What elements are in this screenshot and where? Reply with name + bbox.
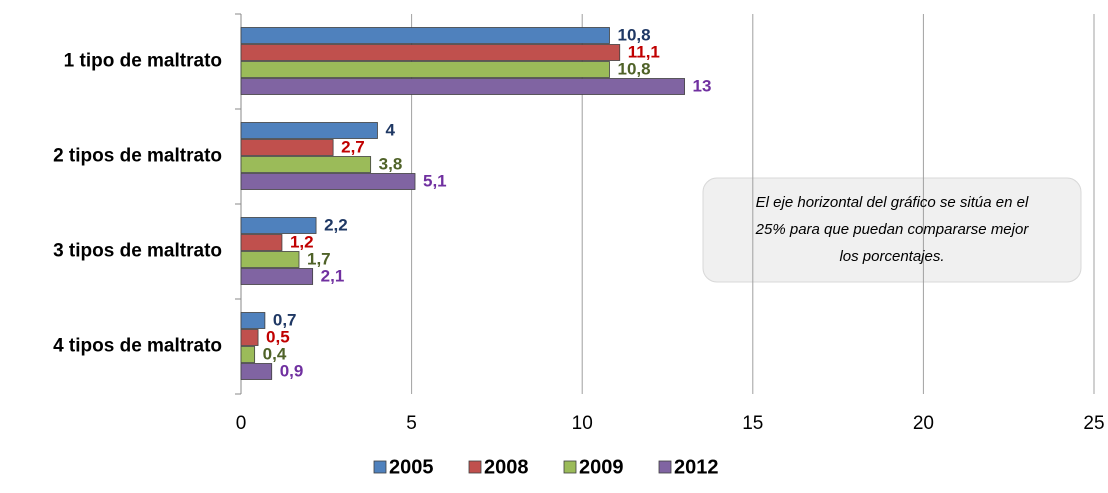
- x-tick-label: 25: [1083, 413, 1104, 434]
- bar: [240, 78, 685, 95]
- x-tick-label: 10: [572, 413, 593, 434]
- bar: [240, 44, 621, 61]
- y-tick-label: 1 tipo de maltrato: [64, 51, 222, 72]
- bar: [240, 234, 283, 251]
- annotation-text: 25% para que puedan compararse mejor: [755, 221, 1030, 238]
- data-label: 10,8: [617, 25, 650, 44]
- bar: [240, 156, 372, 173]
- data-label: 0,9: [280, 361, 304, 380]
- legend-label: 2012: [674, 456, 719, 478]
- data-label: 3,8: [379, 154, 403, 173]
- bar: [240, 27, 610, 44]
- data-label: 2,1: [321, 266, 345, 285]
- bar: [240, 312, 266, 329]
- data-label: 4: [385, 120, 395, 139]
- data-label: 10,8: [617, 59, 650, 78]
- x-tick-label: 0: [236, 413, 247, 434]
- data-label: 13: [693, 76, 712, 95]
- data-label: 2,7: [341, 137, 365, 156]
- legend-label: 2009: [579, 456, 624, 478]
- y-tick-label: 4 tipos de maltrato: [53, 336, 222, 357]
- bar: [240, 363, 273, 380]
- bar: [240, 61, 610, 78]
- annotation-box: [702, 177, 1082, 283]
- legend-label: 2008: [484, 456, 529, 478]
- bar: [240, 268, 314, 285]
- bar: [240, 173, 416, 190]
- bar: [240, 122, 378, 139]
- legend-swatch: [468, 460, 482, 474]
- y-tick-label: 3 tipos de maltrato: [53, 241, 222, 262]
- data-label: 1,2: [290, 232, 314, 251]
- bar: [240, 251, 300, 268]
- legend-swatch: [373, 460, 387, 474]
- data-label: 5,1: [423, 171, 447, 190]
- data-label: 0,7: [273, 310, 297, 329]
- bar: [240, 217, 317, 234]
- data-label: 2,2: [324, 215, 348, 234]
- bar: [240, 329, 259, 346]
- x-tick-label: 5: [406, 413, 417, 434]
- bar: [240, 346, 256, 363]
- bar: [240, 139, 334, 156]
- x-tick-label: 20: [913, 413, 934, 434]
- data-label: 1,7: [307, 249, 331, 268]
- legend-swatch: [658, 460, 672, 474]
- y-tick-label: 2 tipos de maltrato: [53, 146, 222, 167]
- data-label: 0,5: [266, 327, 290, 346]
- annotation-text: El eje horizontal del gráfico se sitúa e…: [756, 194, 1029, 211]
- data-label: 11,1: [628, 42, 660, 61]
- x-tick-label: 15: [742, 413, 763, 434]
- data-label: 0,4: [263, 344, 287, 363]
- legend-label: 2005: [389, 456, 434, 478]
- annotation-text: los porcentajes.: [839, 248, 944, 265]
- legend-swatch: [563, 460, 577, 474]
